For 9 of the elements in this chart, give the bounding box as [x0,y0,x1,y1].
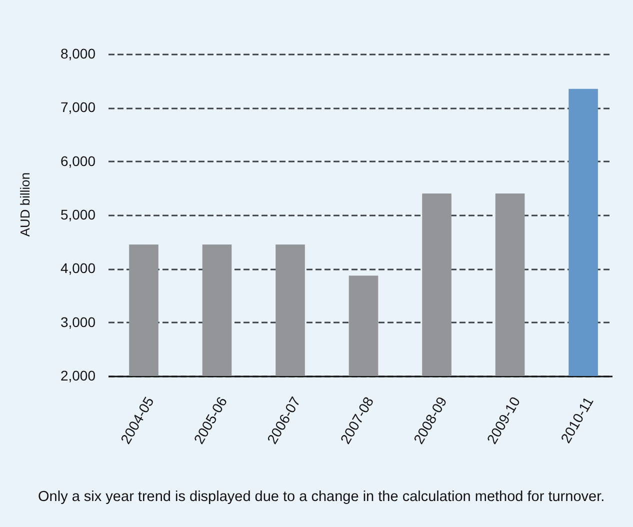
y-axis-title: AUD billion [18,172,32,237]
y-tick-label: 7,000 [60,99,96,116]
text: Only a six year trend is displayed due to a change in the calculation method for turnover. [38,488,605,505]
y-tick-label: 6,000 [60,152,96,169]
y-tick-label: 2,000 [60,368,96,384]
y-tick-label: 5,000 [60,206,96,222]
y-tick-label: 3,000 [60,314,96,330]
y-tick-label: 8,000 [60,46,96,62]
y-tick-label: 4,000 [60,260,96,276]
